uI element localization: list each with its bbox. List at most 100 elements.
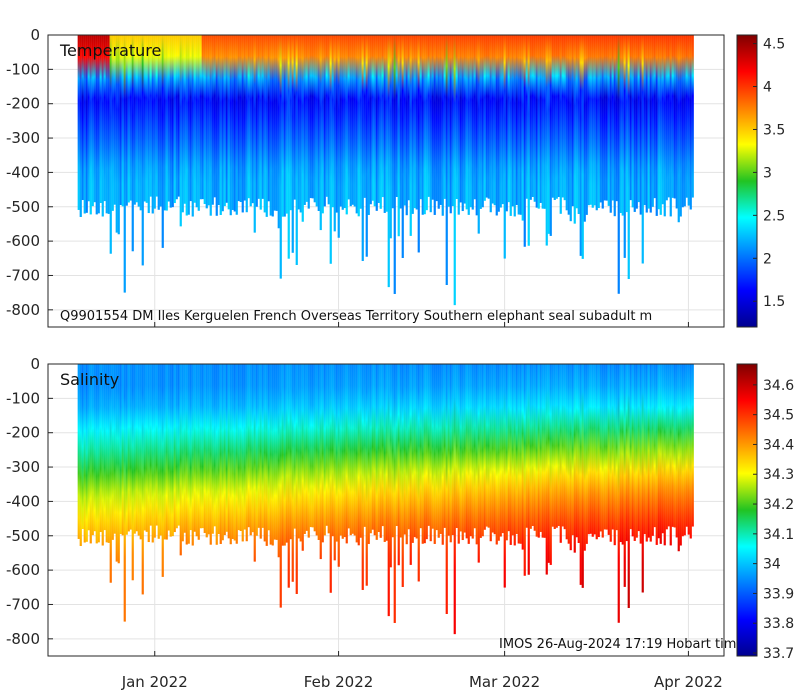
salinity-profile (111, 364, 114, 540)
salinity-profile (351, 364, 354, 534)
temperature-profile (665, 35, 668, 201)
salinity-profile (385, 364, 388, 541)
salinity-profile (421, 364, 424, 544)
temperature-profile (307, 35, 310, 209)
temperature-profile (221, 35, 224, 212)
temperature-profile (241, 35, 244, 213)
temperature-profile (685, 35, 688, 198)
salinity-profile (239, 364, 242, 532)
salinity-profile (447, 364, 450, 536)
temperature-profile (109, 35, 112, 254)
temperature-profile (643, 35, 646, 206)
salinity-profile (601, 364, 604, 538)
salinity-profile (599, 364, 602, 532)
temperature-profile (641, 35, 644, 264)
salinity-profile (545, 364, 548, 575)
temperature-profile (373, 35, 376, 207)
temperature-profile (651, 35, 654, 207)
temperature-colorbar-tick-label: 4 (763, 80, 772, 96)
temperature-profile (505, 35, 508, 212)
salinity-profile (315, 364, 318, 536)
salinity-profile (481, 364, 484, 537)
temperature-profile (465, 35, 468, 210)
salinity-profile (649, 364, 652, 542)
salinity-profile (523, 364, 526, 576)
salinity-profile (641, 364, 644, 593)
salinity-profile (539, 364, 542, 532)
salinity-profile (143, 364, 146, 531)
salinity-profile (541, 364, 544, 538)
temperature-profile (439, 35, 442, 205)
salinity-profile (535, 364, 538, 537)
temperature-profile (293, 35, 296, 200)
salinity-profile (469, 364, 472, 537)
temperature-profile (179, 35, 182, 227)
salinity-profile (629, 364, 632, 530)
salinity-profile (375, 364, 378, 540)
salinity-profile (141, 364, 144, 595)
salinity-profile (521, 364, 524, 550)
salinity-profile (327, 364, 330, 534)
salinity-profile (461, 364, 464, 541)
salinity-profile (261, 364, 264, 528)
salinity-profile (223, 364, 226, 536)
salinity-profile (317, 364, 320, 540)
salinity-profile (281, 364, 284, 546)
temperature-profile (323, 35, 326, 207)
salinity-profile (103, 364, 106, 531)
salinity-profile (295, 364, 298, 594)
temperature-axes-box (47, 34, 725, 328)
temperature-y-tick-label: 0 (30, 26, 40, 44)
salinity-profile (81, 364, 84, 530)
salinity-profile (607, 364, 610, 535)
salinity-profile (645, 364, 648, 542)
temperature-profile (435, 35, 438, 202)
salinity-profile (487, 364, 490, 528)
salinity-profile (337, 364, 340, 567)
salinity-profile (571, 364, 574, 536)
temperature-profile (257, 35, 260, 199)
temperature-profile (199, 35, 202, 200)
temperature-profile (379, 35, 382, 209)
salinity-profile (241, 364, 244, 542)
salinity-axes-box (47, 363, 725, 657)
temperature-profile (345, 35, 348, 215)
salinity-profile (413, 364, 416, 538)
salinity-profile (349, 364, 352, 536)
salinity-profile (361, 364, 364, 590)
temperature-profile (443, 35, 446, 199)
temperature-profile (121, 35, 124, 207)
salinity-profile (137, 364, 140, 536)
salinity-y-tick-label: -500 (6, 527, 40, 545)
salinity-profile (193, 364, 196, 532)
salinity-profile (211, 364, 214, 534)
salinity-profile (433, 364, 436, 544)
temperature-profile (593, 35, 596, 206)
temperature-profile (155, 35, 158, 197)
temperature-profile (539, 35, 542, 203)
temperature-profile (591, 35, 594, 208)
temperature-profile (79, 35, 82, 217)
temperature-profile (89, 35, 92, 215)
salinity-colorbar (736, 363, 758, 657)
temperature-profile (423, 35, 426, 215)
salinity-profile (87, 364, 90, 531)
salinity-profile (115, 364, 118, 562)
temperature-profile (315, 35, 318, 207)
temperature-profile (515, 35, 518, 205)
salinity-profile (615, 364, 618, 531)
temperature-profile (165, 35, 168, 211)
temperature-y-tick-label: -700 (6, 266, 40, 284)
temperature-profile (357, 35, 360, 217)
temperature-profile (327, 35, 330, 205)
temperature-profile (331, 35, 334, 208)
salinity-profile (339, 364, 342, 536)
salinity-profile (411, 364, 414, 543)
temperature-profile (483, 35, 486, 201)
temperature-profile (561, 35, 564, 198)
salinity-profile (167, 364, 170, 531)
salinity-profile (415, 364, 418, 539)
temperature-profile (239, 35, 242, 203)
temperature-profile (265, 35, 268, 217)
salinity-profile (247, 364, 250, 528)
